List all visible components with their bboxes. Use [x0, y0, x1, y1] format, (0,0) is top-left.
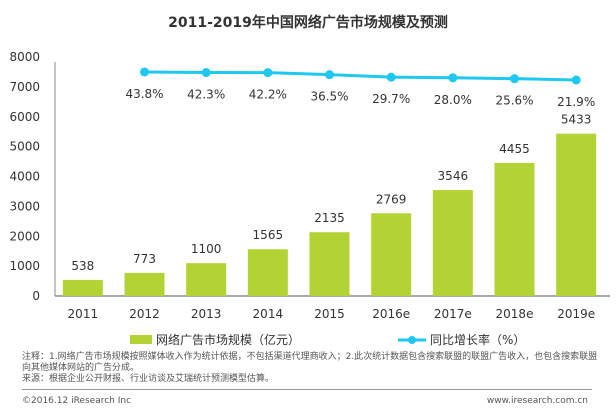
x-tick-label: 2011: [68, 307, 99, 321]
bar-value-label: 1565: [253, 228, 284, 242]
source-text: 来源：根据企业公开财报、行业访谈及艾瑞统计预测模型估算。: [22, 374, 275, 384]
bar: [432, 190, 473, 296]
x-tick-label: 2017e: [434, 307, 472, 321]
note-text: 注释：1.网络广告市场规模按照媒体收入作为统计依据，不包括渠道代理商收入；2.此…: [22, 352, 598, 373]
divider: [22, 389, 592, 390]
x-tick-label: 2019e: [557, 307, 595, 321]
bar: [371, 213, 412, 296]
growth-point: [201, 68, 211, 78]
bar: [494, 162, 535, 296]
bar-value-label: 1100: [191, 242, 222, 256]
growth-point: [510, 74, 519, 84]
legend-bar-label: 网络广告市场规模（亿元）: [156, 333, 301, 347]
y-tick-label: 2000: [9, 229, 40, 243]
x-tick-label: 2014: [253, 307, 284, 321]
bar-value-label: 773: [133, 252, 156, 266]
bar: [186, 263, 227, 296]
y-tick-label: 4000: [9, 170, 40, 184]
x-tick-label: 2012: [129, 307, 160, 321]
bar-value-label: 2135: [314, 211, 345, 225]
y-tick-label: 1000: [9, 259, 40, 273]
bar: [309, 232, 350, 296]
bar: [247, 249, 288, 296]
bar-value-label: 4455: [499, 142, 530, 156]
y-tick-label: 8000: [9, 50, 40, 64]
growth-label: 42.2%: [249, 88, 287, 102]
growth-point: [325, 70, 334, 80]
legend-line-label: 同比增长率（%）: [430, 333, 526, 347]
y-tick-label: 0: [32, 289, 40, 303]
bar-value-label: 2769: [376, 192, 407, 206]
bar: [556, 133, 597, 296]
legend-bar: 网络广告市场规模（亿元）: [130, 331, 300, 348]
y-tick-label: 7000: [9, 80, 40, 94]
x-tick-label: 2013: [191, 307, 222, 321]
y-tick-label: 3000: [9, 199, 40, 213]
legend-bar-swatch: [130, 335, 152, 344]
bar: [62, 279, 103, 296]
growth-point: [263, 68, 273, 78]
growth-label: 42.3%: [187, 88, 225, 102]
growth-label: 36.5%: [310, 90, 348, 104]
growth-label: 43.8%: [125, 87, 163, 101]
bar: [124, 272, 165, 296]
growth-point: [571, 75, 581, 85]
bar-value-label: 5433: [561, 113, 592, 127]
copyright: ©2016.12 iResearch Inc: [22, 396, 132, 406]
legend-line-swatch: [398, 335, 426, 344]
growth-label: 25.6%: [495, 94, 533, 108]
growth-point: [448, 73, 458, 83]
chart: 0 1000 2000 3000 4000 5000 6000 7000 8000 538 773 1…: [9, 50, 610, 321]
x-tick-label: 2018e: [496, 307, 534, 321]
notes: 注释：1.网络广告市场规模按照媒体收入作为统计依据，不包括渠道代理商收入；2.此…: [22, 352, 602, 385]
growth-point: [140, 67, 149, 77]
chart-title: 2011-2019年中国网络广告市场规模及预测: [168, 15, 448, 31]
growth-label: 29.7%: [372, 92, 410, 106]
y-tick-label: 6000: [9, 110, 40, 124]
legend-line: 同比增长率（%）: [398, 331, 525, 348]
bar-value-label: 538: [71, 259, 94, 273]
growth-label: 28.0%: [434, 93, 472, 107]
bar-value-label: 3546: [438, 169, 469, 183]
website-url: www.iresearch.com.cn: [486, 396, 588, 406]
growth-point: [386, 72, 396, 82]
growth-label: 21.9%: [557, 95, 595, 109]
x-tick-label: 2016e: [372, 307, 410, 321]
y-tick-label: 5000: [9, 140, 40, 154]
x-tick-label: 2015: [314, 307, 345, 321]
growth-line: [144, 70, 577, 82]
